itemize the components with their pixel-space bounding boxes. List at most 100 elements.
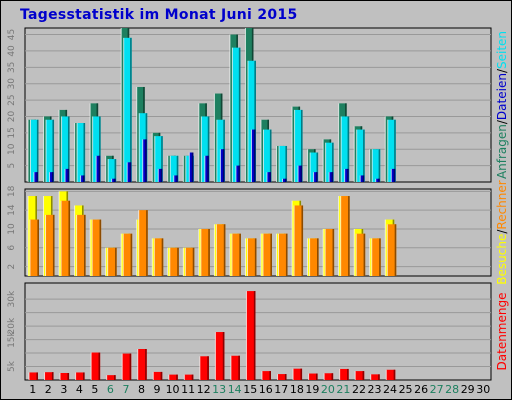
bar-dateien — [76, 123, 86, 182]
bar-datenmenge — [354, 371, 365, 380]
y-tick-label: 35 — [7, 62, 17, 73]
bar-datenmenge — [44, 372, 54, 380]
x-tick-label: 17 — [274, 383, 288, 396]
bar-dateien — [231, 47, 241, 182]
bar-dateien — [61, 116, 70, 182]
bar-seiten — [142, 139, 147, 182]
y-tick-label: 25 — [7, 94, 17, 105]
plot-area-middle — [24, 188, 492, 277]
bar-datenmenge — [323, 373, 334, 380]
bar-datenmenge — [370, 374, 380, 380]
y-tick-label: 6 — [7, 245, 17, 251]
bar-seiten — [188, 152, 194, 182]
bar-seiten — [49, 172, 54, 182]
bar-datenmenge — [214, 332, 225, 380]
bar-seiten — [80, 175, 85, 182]
bar-seiten — [126, 162, 132, 182]
x-tick-label: 20 — [321, 383, 335, 396]
bar-rechner — [215, 224, 226, 276]
bar-datenmenge — [137, 349, 147, 380]
bar-seiten — [219, 149, 225, 182]
x-tick-label: 9 — [154, 383, 161, 396]
bar-dateien — [107, 159, 117, 182]
axis-label-part: Anfragen — [495, 124, 509, 179]
axis-label-middle: Besuche/Rechner — [495, 180, 509, 284]
bar-dateien — [263, 129, 272, 182]
bar-datenmenge — [121, 353, 132, 380]
x-tick-label: 15 — [243, 383, 257, 396]
bar-seiten — [204, 155, 209, 182]
bar-rechner — [29, 219, 39, 276]
bar-seiten — [64, 168, 70, 182]
bar-rechner — [138, 210, 148, 276]
bar-rechner — [45, 214, 55, 276]
bar-datenmenge — [385, 369, 396, 380]
y-tick-label: 10 — [7, 143, 17, 155]
bar-rechner — [200, 228, 210, 276]
x-tick-label: 10 — [166, 383, 180, 396]
x-tick-label: 7 — [122, 383, 129, 396]
bar-datenmenge — [277, 374, 287, 380]
bar-dateien — [92, 116, 101, 182]
bar-datenmenge — [199, 356, 209, 380]
chart-title: Tagesstatistik im Monat Juni 2015 — [20, 7, 298, 23]
axis-label-bottom: Datenmenge — [495, 293, 509, 371]
x-tick-label: 11 — [181, 383, 195, 396]
bar-dateien — [45, 119, 55, 182]
y-tick-label: 20 — [7, 110, 17, 122]
bar-datenmenge — [152, 371, 163, 380]
plot-area-top — [24, 27, 492, 183]
axis-label-part: Besuche — [495, 234, 509, 285]
y-tick-label: 20k — [7, 317, 17, 334]
bar-dateien — [30, 119, 39, 182]
bar-datenmenge — [308, 373, 318, 380]
bar-dateien — [200, 116, 210, 182]
x-tick-label: 30 — [476, 383, 490, 396]
x-tick-label: 26 — [414, 383, 428, 396]
bar-rechner — [231, 233, 241, 276]
x-tick-label: 8 — [138, 383, 145, 396]
bar-dateien — [325, 142, 334, 182]
axis-label-part: Datenmenge — [495, 293, 509, 371]
y-tick-label: 45 — [7, 29, 17, 40]
bar-seiten — [375, 178, 380, 182]
axis-label-part: / — [495, 229, 509, 234]
x-tick-label: 25 — [399, 383, 413, 396]
bar-dateien — [169, 155, 179, 182]
axis-label-top: Anfragen/Dateien/Seiten — [495, 31, 509, 179]
bar-dateien — [247, 60, 256, 182]
bar-datenmenge — [90, 352, 101, 380]
x-tick-label: 27 — [430, 383, 444, 396]
x-tick-label: 22 — [352, 383, 366, 396]
bar-seiten — [173, 175, 178, 182]
bar-rechner — [153, 238, 164, 276]
x-tick-label: 5 — [91, 383, 98, 396]
x-tick-label: 23 — [368, 383, 382, 396]
x-tick-label: 21 — [336, 383, 350, 396]
y-tick-label: 2 — [7, 264, 17, 270]
bar-datenmenge — [28, 372, 38, 380]
bar-dateien — [387, 119, 396, 182]
bar-datenmenge — [75, 372, 85, 380]
bar-rechner — [386, 224, 397, 276]
bar-datenmenge — [245, 291, 256, 380]
x-tick-label: 2 — [45, 383, 52, 396]
axis-label-part: Dateien — [495, 73, 509, 120]
y-tick-label: 30k — [7, 290, 17, 307]
x-tick-label: 12 — [197, 383, 211, 396]
bar-seiten — [157, 168, 163, 182]
y-tick-label: 30 — [7, 78, 17, 90]
y-tick-label: 14 — [7, 204, 17, 216]
bar-rechner — [278, 233, 288, 276]
bar-seiten — [111, 178, 116, 182]
bar-seiten — [328, 172, 334, 182]
x-tick-label: 6 — [107, 383, 114, 396]
bar-rechner — [169, 247, 179, 276]
bar-datenmenge — [106, 375, 116, 380]
bar-datenmenge — [292, 368, 303, 380]
bar-rechner — [91, 219, 102, 276]
axis-label-part: / — [495, 68, 509, 73]
bar-rechner — [246, 238, 257, 276]
bar-datenmenge — [230, 355, 240, 380]
